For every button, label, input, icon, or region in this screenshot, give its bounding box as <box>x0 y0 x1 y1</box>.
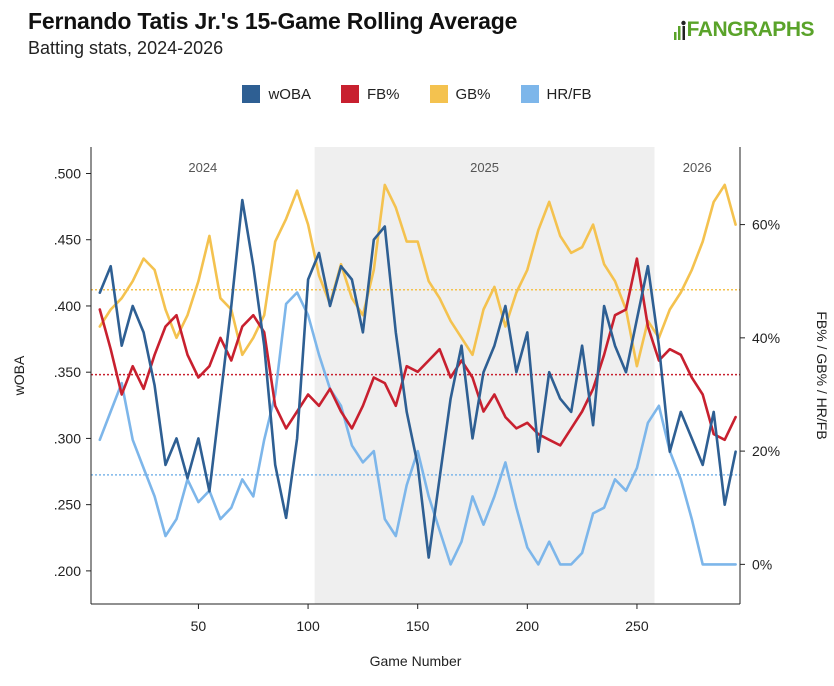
series-lines <box>98 183 737 566</box>
x-tick-label: 100 <box>296 618 320 634</box>
y-tick-label-left: .200 <box>54 563 81 579</box>
legend-item-hrfb[interactable]: HR/FB <box>520 85 592 103</box>
chart-subtitle: Batting stats, 2024-2026 <box>28 38 224 58</box>
x-tick-label: 250 <box>625 618 649 634</box>
y-tick-label-left: .400 <box>54 298 81 314</box>
x-tick-label: 200 <box>516 618 540 634</box>
fangraphs-bar-icon <box>673 20 686 40</box>
legend-item-gb[interactable]: GB% <box>429 85 491 103</box>
logo-text: FANGRAPHS <box>686 18 815 41</box>
series-line-fb[interactable] <box>98 257 737 447</box>
y-tick-label-left: .450 <box>54 232 81 248</box>
season-shade-2025 <box>314 147 655 604</box>
y-tick-label-left: .500 <box>54 165 81 181</box>
legend-swatch-fb <box>340 85 359 103</box>
y-axis-label-left: wOBA <box>11 355 27 396</box>
y-tick-label-right: 40% <box>752 330 780 346</box>
series-line-hrfb[interactable] <box>98 291 737 566</box>
legend-label-gb: GB% <box>455 85 491 103</box>
average-lines <box>91 288 740 476</box>
legend-label-woba: wOBA <box>268 85 311 103</box>
season-labels: 2024 2025 2026 <box>188 160 711 175</box>
legend-swatch-woba <box>242 85 261 103</box>
y-tick-label-left: .250 <box>54 497 81 513</box>
fangraphs-logo[interactable]: FANGRAPHS <box>673 18 815 42</box>
legend-swatch-hrfb <box>520 85 539 103</box>
y-tick-label-left: .350 <box>54 364 81 380</box>
axes: .200 .250 .300 .350 .400 .450 .500 0% 20% 40% 60% 5… <box>54 147 780 634</box>
series-line-woba[interactable] <box>98 198 737 559</box>
legend-swatch-gb <box>429 85 448 103</box>
series-line-gb[interactable] <box>98 183 737 368</box>
season-label-2024: 2024 <box>188 160 217 175</box>
season-label-2026: 2026 <box>683 160 712 175</box>
y-tick-label-left: .300 <box>54 430 81 446</box>
chart-title: Fernando Tatis Jr.'s 15-Game Rolling Ave… <box>28 8 518 34</box>
x-axis-label: Game Number <box>370 653 462 669</box>
legend-item-woba[interactable]: wOBA <box>242 85 311 103</box>
y-tick-label-right: 60% <box>752 217 780 233</box>
season-label-2025: 2025 <box>470 160 499 175</box>
legend-label-hrfb: HR/FB <box>546 85 592 103</box>
season-shading <box>314 147 655 604</box>
x-tick-label: 150 <box>406 618 430 634</box>
chart-legend: wOBA FB% GB% HR/FB <box>0 85 834 103</box>
legend-label-fb: FB% <box>366 85 400 103</box>
y-tick-label-right: 20% <box>752 443 780 459</box>
y-tick-label-right: 0% <box>752 556 772 572</box>
x-tick-label: 50 <box>191 618 207 634</box>
legend-item-fb[interactable]: FB% <box>340 85 400 103</box>
y-axis-label-right: FB% / GB% / HR/FB <box>814 311 830 439</box>
